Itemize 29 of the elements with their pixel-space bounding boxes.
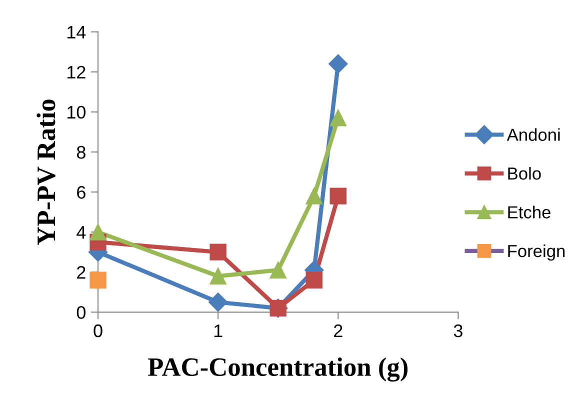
y-tick-label: 8 — [76, 146, 86, 159]
x-tick-label: 0 — [94, 324, 102, 338]
x-tick-label: 2 — [334, 324, 342, 338]
point — [90, 272, 106, 288]
x-axis-title: PAC-Concentration (g) — [148, 357, 408, 382]
legend-label: Andoni — [506, 128, 560, 141]
point — [270, 262, 286, 278]
y-tick-label: 2 — [77, 266, 86, 279]
y-tick-label: 14 — [68, 26, 86, 38]
legend-label: Etche — [508, 206, 550, 218]
y-tick-label: 0 — [76, 306, 86, 319]
point — [328, 54, 348, 74]
point — [330, 110, 346, 126]
legend-label: Foreign — [508, 244, 565, 261]
point — [330, 188, 346, 204]
point — [210, 268, 226, 284]
y-tick-label: 10 — [68, 106, 86, 119]
y-tick-label: 4 — [76, 226, 86, 239]
point — [306, 272, 322, 288]
point — [210, 244, 226, 260]
point — [208, 292, 228, 312]
x-tick-label: 1 — [214, 324, 222, 338]
y-tick-label: 6 — [77, 186, 86, 199]
legend-label: Bolo — [508, 166, 541, 180]
y-axis-title: YP-PV Ratio — [36, 100, 56, 245]
point — [306, 188, 322, 204]
y-tick-label: 12 — [68, 66, 86, 78]
point — [90, 224, 106, 240]
x-tick-label: 3 — [454, 324, 462, 338]
